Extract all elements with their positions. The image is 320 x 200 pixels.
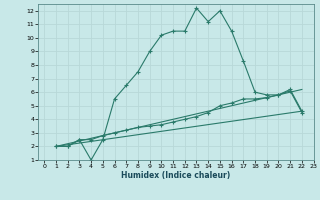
X-axis label: Humidex (Indice chaleur): Humidex (Indice chaleur) [121, 171, 231, 180]
